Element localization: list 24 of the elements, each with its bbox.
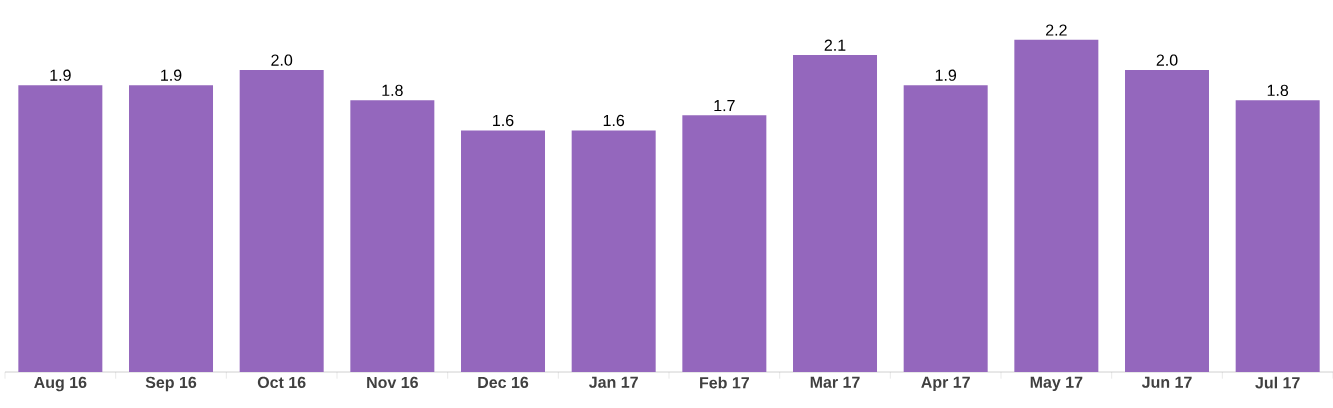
data-label: 1.8 [382, 84, 403, 96]
data-label: 1.8 [1267, 84, 1289, 96]
data-label: 1.9 [935, 69, 957, 81]
x-tick-label: Mar 17 [810, 376, 860, 388]
data-label: 1.6 [603, 114, 625, 127]
x-tick-label: Jun 17 [1141, 376, 1192, 388]
data-label: 2.2 [1046, 24, 1067, 36]
data-label: 2.0 [1156, 54, 1178, 66]
x-tick-label: Nov 16 [367, 376, 418, 389]
x-tick-label: May 17 [1030, 376, 1083, 392]
data-label: 2.0 [271, 54, 293, 66]
x-tick-label: Sep 16 [145, 376, 197, 392]
x-tick-label: Aug 16 [34, 376, 87, 392]
x-tick-label: Apr 17 [921, 376, 970, 392]
data-label: 1.7 [714, 100, 735, 112]
data-label: 2.1 [824, 39, 846, 51]
x-tick-label: Jan 17 [589, 376, 638, 388]
x-tick-label: Feb 17 [700, 376, 749, 389]
data-label: 1.6 [493, 114, 514, 127]
data-label: 1.9 [50, 69, 71, 81]
x-tick-label: Dec 16 [478, 376, 529, 389]
data-label: 1.9 [161, 69, 182, 81]
x-tick-label: Oct 16 [257, 376, 306, 389]
x-tick-label: Jul 17 [1255, 376, 1300, 389]
